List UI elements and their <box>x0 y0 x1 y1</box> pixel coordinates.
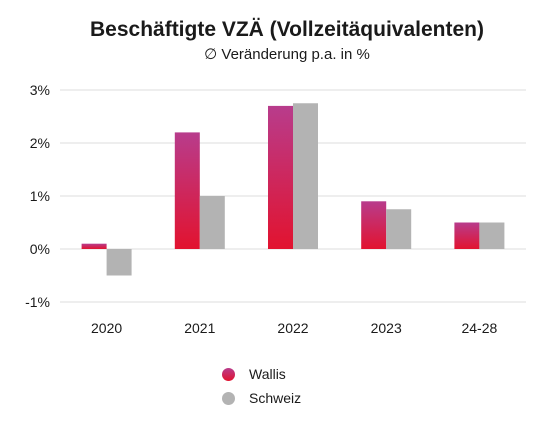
x-tick-label: 24-28 <box>461 320 497 336</box>
bar-schweiz <box>479 222 505 249</box>
bar-wallis <box>268 105 293 250</box>
y-tick-label: 0% <box>30 241 50 257</box>
bar-wallis <box>81 243 107 249</box>
bar-schweiz <box>199 196 225 249</box>
bar-schweiz <box>386 209 412 249</box>
bar-wallis <box>174 132 200 249</box>
legend-swatch-wallis <box>222 367 235 381</box>
legend-swatch-schweiz <box>222 391 235 405</box>
legend-item-wallis: Wallis <box>222 364 286 384</box>
legend-label-wallis: Wallis <box>249 366 286 382</box>
bar-schweiz <box>293 103 318 249</box>
bar-wallis <box>454 222 480 249</box>
bar-wallis <box>361 201 387 249</box>
chart-subtitle: ∅ Veränderung p.a. in % <box>204 46 370 63</box>
y-tick-label: 1% <box>30 188 50 204</box>
y-tick-label: -1% <box>25 294 50 310</box>
x-tick-label: 2023 <box>371 320 402 336</box>
bar-schweiz <box>106 249 132 276</box>
x-tick-label: 2022 <box>277 320 308 336</box>
chart-title: Beschäftigte VZÄ (Vollzeitäquivalenten) <box>89 18 484 41</box>
x-tick-label: 2020 <box>91 320 122 336</box>
legend-item-schweiz: Schweiz <box>222 388 301 408</box>
legend-label-schweiz: Schweiz <box>249 390 302 406</box>
y-tick-label: 3% <box>30 82 50 98</box>
x-tick-label: 2021 <box>184 320 215 336</box>
y-tick-label: 2% <box>30 135 50 151</box>
